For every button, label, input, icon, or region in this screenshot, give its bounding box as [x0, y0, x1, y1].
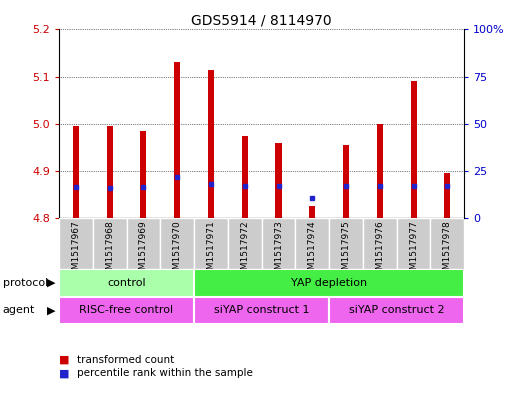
Bar [194, 297, 329, 324]
Bar [59, 297, 194, 324]
Bar [59, 218, 93, 269]
Bar [397, 218, 430, 269]
Text: GSM1517975: GSM1517975 [342, 221, 350, 281]
Text: GSM1517970: GSM1517970 [173, 221, 182, 281]
Bar [228, 218, 262, 269]
Text: siYAP construct 2: siYAP construct 2 [349, 305, 445, 316]
Bar [430, 218, 464, 269]
Text: RISC-free control: RISC-free control [80, 305, 173, 316]
Text: GSM1517977: GSM1517977 [409, 221, 418, 281]
Text: ▶: ▶ [47, 305, 55, 316]
Bar [127, 218, 160, 269]
Bar [295, 218, 329, 269]
Bar [208, 70, 214, 218]
Text: GSM1517978: GSM1517978 [443, 221, 452, 281]
Bar [59, 269, 194, 297]
Text: GSM1517974: GSM1517974 [308, 221, 317, 281]
Text: ▶: ▶ [47, 278, 55, 288]
Text: siYAP construct 1: siYAP construct 1 [214, 305, 309, 316]
Bar [174, 62, 180, 218]
Text: GSM1517973: GSM1517973 [274, 221, 283, 281]
Text: protocol: protocol [3, 278, 48, 288]
Bar [242, 136, 248, 218]
Text: control: control [107, 278, 146, 288]
Text: percentile rank within the sample: percentile rank within the sample [77, 368, 253, 378]
Bar [160, 218, 194, 269]
Text: GSM1517972: GSM1517972 [240, 221, 249, 281]
Text: agent: agent [3, 305, 35, 316]
Bar [194, 269, 464, 297]
Text: GSM1517968: GSM1517968 [105, 221, 114, 281]
Bar [343, 145, 349, 218]
Text: transformed count: transformed count [77, 354, 174, 365]
Bar [262, 218, 295, 269]
Bar [141, 131, 147, 218]
Bar [377, 124, 383, 218]
Bar [93, 218, 127, 269]
Bar [363, 218, 397, 269]
Bar [73, 126, 79, 218]
Bar [107, 126, 113, 218]
Bar [329, 297, 464, 324]
Text: YAP depletion: YAP depletion [291, 278, 367, 288]
Text: GSM1517971: GSM1517971 [206, 221, 215, 281]
Bar [329, 218, 363, 269]
Bar [410, 81, 417, 218]
Text: ■: ■ [59, 368, 69, 378]
Text: GDS5914 / 8114970: GDS5914 / 8114970 [191, 14, 332, 28]
Bar [275, 143, 282, 218]
Text: ■: ■ [59, 354, 69, 365]
Bar [194, 218, 228, 269]
Text: GSM1517967: GSM1517967 [71, 221, 81, 281]
Text: GSM1517976: GSM1517976 [376, 221, 384, 281]
Bar [444, 173, 450, 218]
Bar [309, 206, 315, 218]
Text: GSM1517969: GSM1517969 [139, 221, 148, 281]
